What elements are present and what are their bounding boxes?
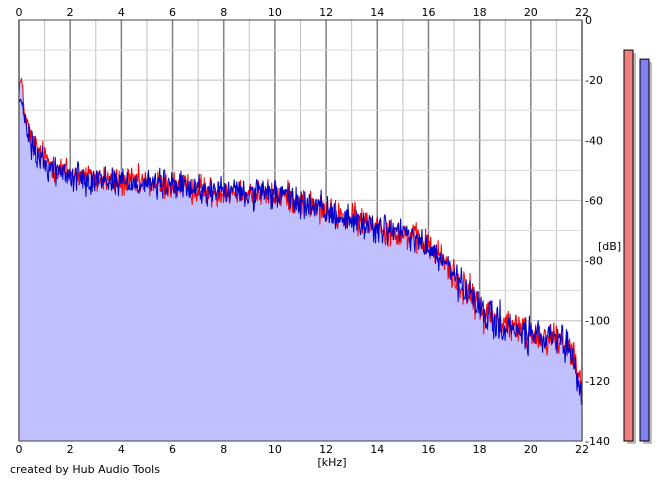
x-tick-label-top: 22 [575, 6, 589, 19]
level-meter-bar-2 [639, 58, 650, 442]
x-tick-label-top: 20 [524, 6, 538, 19]
level-meters [623, 49, 652, 444]
x-tick-labels-top: 0 2 4 6 8 10 12 14 16 18 20 22 [16, 6, 590, 19]
x-tick-label-bottom: 20 [524, 443, 538, 456]
plot-border [18, 19, 583, 442]
x-tick-label-top: 2 [67, 6, 74, 19]
x-tick-label-bottom: 10 [268, 443, 282, 456]
series-line-channel-2 [18, 98, 583, 405]
y-tick-label: -140 [585, 435, 610, 448]
x-tick-label-top: 18 [473, 6, 487, 19]
x-tick-label-bottom: 12 [319, 443, 333, 456]
y-tick-label: -120 [585, 375, 610, 388]
y-axis-label: [dB] [598, 240, 621, 253]
x-tick-labels-bottom: 0 2 4 6 8 10 12 14 16 18 20 22 [16, 443, 590, 456]
y-tick-label: 0 [585, 14, 592, 27]
x-tick-label-bottom: 0 [16, 443, 23, 456]
x-tick-label-bottom: 8 [220, 443, 227, 456]
x-axis-label: [kHz] [318, 456, 347, 469]
x-tick-label-top: 16 [421, 6, 435, 19]
plot-frame [18, 19, 583, 442]
x-tick-label-top: 8 [220, 6, 227, 19]
y-tick-labels: 0 -20 -40 -60 -80 -100 -120 -140 [585, 14, 610, 448]
x-tick-label-top: 12 [319, 6, 333, 19]
credit-text: created by Hub Audio Tools [10, 463, 160, 476]
x-tick-label-top: 0 [16, 6, 23, 19]
x-tick-label-bottom: 16 [421, 443, 435, 456]
x-tick-label-bottom: 18 [473, 443, 487, 456]
x-tick-label-bottom: 4 [118, 443, 125, 456]
y-tick-label: -40 [585, 134, 603, 147]
x-tick-label-bottom: 6 [169, 443, 176, 456]
x-tick-label-top: 6 [169, 6, 176, 19]
level-meter-bar-1 [623, 49, 634, 442]
x-tick-label-bottom: 2 [67, 443, 74, 456]
x-tick-label-top: 10 [268, 6, 282, 19]
y-tick-label: -60 [585, 194, 603, 207]
x-tick-label-bottom: 22 [575, 443, 589, 456]
x-tick-label-top: 14 [370, 6, 384, 19]
x-tick-label-top: 4 [118, 6, 125, 19]
y-tick-label: -100 [585, 315, 610, 328]
y-tick-label: -80 [585, 255, 603, 268]
series-layer [18, 78, 583, 405]
y-tick-label: -20 [585, 74, 603, 87]
x-tick-label-bottom: 14 [370, 443, 384, 456]
